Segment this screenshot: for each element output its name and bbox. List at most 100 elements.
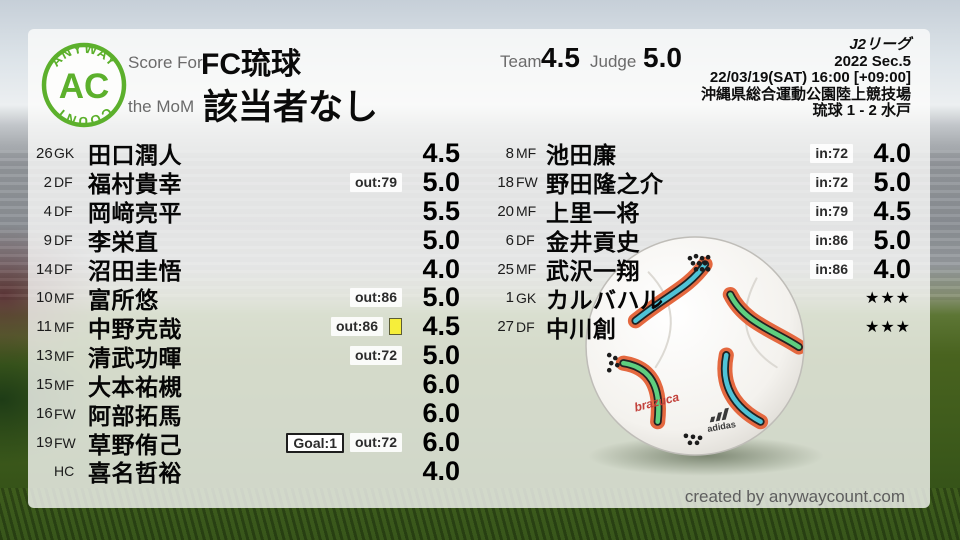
player-row: 15 MF 大本祐槻 6.0 [36,369,460,400]
player-number: 8 [505,144,514,162]
player-rating: 5.0 [422,340,460,371]
player-badges: out:79 [350,172,402,192]
mom-label: the MoM [128,97,195,116]
player-row: 13 MF 清武功暉 out:72 5.0 [36,340,460,371]
player-number: 15 [36,376,53,394]
player-rating: 5.0 [873,224,911,255]
player-number: 11 [36,318,52,336]
player-position: FW [516,174,538,191]
player-rating: 6.0 [422,398,460,429]
player-position: HC [54,463,75,480]
credit-text: created by anywaycount.com [684,487,905,506]
no-rating-stars: ★★★ [864,318,911,336]
sub-out-badge: out:72 [350,346,402,366]
player-name: 沼田圭悟 [88,258,182,285]
player-badges: in:86 [810,259,853,279]
player-number: 2 [43,173,52,191]
player-name: 中野克哉 [88,315,182,342]
player-position: DF [516,318,535,335]
player-name: 李栄直 [88,229,159,256]
starters-column: 26 GK 田口潤人 4.5 2 DF 福村貴幸 out:79 5.0 4 DF… [36,137,460,486]
season-section: 2022 Sec.5 [834,52,911,70]
player-position: MF [516,145,537,162]
player-position: DF [54,261,73,278]
player-position: DF [54,232,73,249]
player-name: 池田廉 [546,142,617,169]
player-name: 田口潤人 [88,142,182,169]
player-name: 阿部拓馬 [88,402,182,429]
player-rating: 5.0 [422,166,460,197]
sub-out-badge: out:79 [350,172,402,192]
adidas-logo: adidas [706,407,737,434]
team-score-value: 4.5 [541,42,580,73]
player-number: 10 [36,289,53,307]
player-badges: in:72 [810,143,853,163]
anywaycount-logo: ANYWAY COUNT AC [40,41,128,129]
player-name: 福村貴幸 [88,171,182,198]
player-name: 武沢一翔 [546,258,640,285]
ball-dot-cluster [606,253,711,446]
player-row: 9 DF 李栄直 5.0 [36,224,460,256]
player-number: 20 [497,202,514,220]
brazuca-ball-icon: brazuca adidas [585,236,805,456]
player-row: 26 GK 田口潤人 4.5 [36,137,460,169]
player-row: 16 FW 阿部拓馬 6.0 [36,398,460,429]
player-rating: 4.5 [422,137,460,168]
player-rating: 5.0 [873,166,911,197]
player-position: MF [54,318,75,335]
player-name: 清武功暉 [88,344,182,371]
player-rating: 4.5 [422,311,460,342]
player-number: 9 [43,231,52,249]
player-row: 19 FW 草野侑己 Goal:1 out:72 6.0 [36,427,460,458]
player-number: 25 [497,260,514,278]
player-position: MF [54,376,75,393]
player-row: 20 MF 上里一将 in:79 4.5 [494,196,911,227]
player-badges: out:86 [350,288,402,308]
player-rating: 5.0 [422,282,460,313]
judge-score-label: Judge [590,52,637,71]
player-rating: 4.0 [422,253,460,284]
player-rating: 4.0 [873,137,911,168]
player-rating: 5.0 [422,224,460,255]
player-row: 8 MF 池田廉 in:72 4.0 [494,137,911,169]
player-row: 10 MF 富所悠 out:86 5.0 [36,282,460,313]
logo-center-text: AC [59,67,110,106]
player-position: GK [54,145,75,162]
match-info-block: J2リーグ 2022 Sec.5 22/03/19(SAT) 16:00 [+0… [491,36,911,120]
player-row: 4 DF 岡﨑亮平 5.5 [36,195,460,227]
player-name: 草野侑己 [88,431,182,458]
sub-in-badge: in:79 [810,201,853,221]
sub-in-badge: in:86 [810,259,853,279]
final-score: 琉球 1 - 2 水戸 [812,102,911,119]
player-position: FW [54,434,76,451]
player-name: 野田隆之介 [546,171,664,198]
judge-score-value: 5.0 [643,42,682,73]
player-name: 大本祐槻 [88,373,182,400]
sub-out-badge: out:86 [350,288,402,308]
player-badges: out:86 [331,317,402,337]
player-badges: Goal:1 out:72 [286,432,402,453]
player-name: 中川創 [546,315,617,342]
player-number: 19 [36,434,53,452]
player-position: DF [516,232,535,249]
mom-value: 該当者なし [203,88,379,127]
sub-in-badge: in:72 [810,143,853,163]
player-name: 岡﨑亮平 [88,200,182,227]
player-position: MF [516,261,537,278]
player-rating: 5.5 [422,195,460,226]
player-rating: 6.0 [422,369,460,400]
team-name: FC琉球 [201,48,301,81]
player-number: 27 [497,318,514,336]
player-position: MF [54,289,75,306]
player-position: FW [54,405,76,422]
kickoff-datetime: 22/03/19(SAT) 16:00 [+09:00] [709,69,911,86]
player-number: 16 [36,405,53,423]
sub-in-badge: in:86 [810,230,853,250]
player-row: 14 DF 沼田圭悟 4.0 [36,253,460,285]
player-row: 25 MF 武沢一翔 in:86 4.0 [494,254,911,285]
subs-column: 8 MF 池田廉 in:72 4.0 18 FW 野田隆之介 in:72 5.0… [494,137,911,342]
sub-out-badge: out:72 [350,433,402,453]
goal-badge: Goal:1 [286,432,344,453]
soccer-ball-graphic: brazuca adidas [583,234,807,458]
player-number: 6 [505,231,514,249]
